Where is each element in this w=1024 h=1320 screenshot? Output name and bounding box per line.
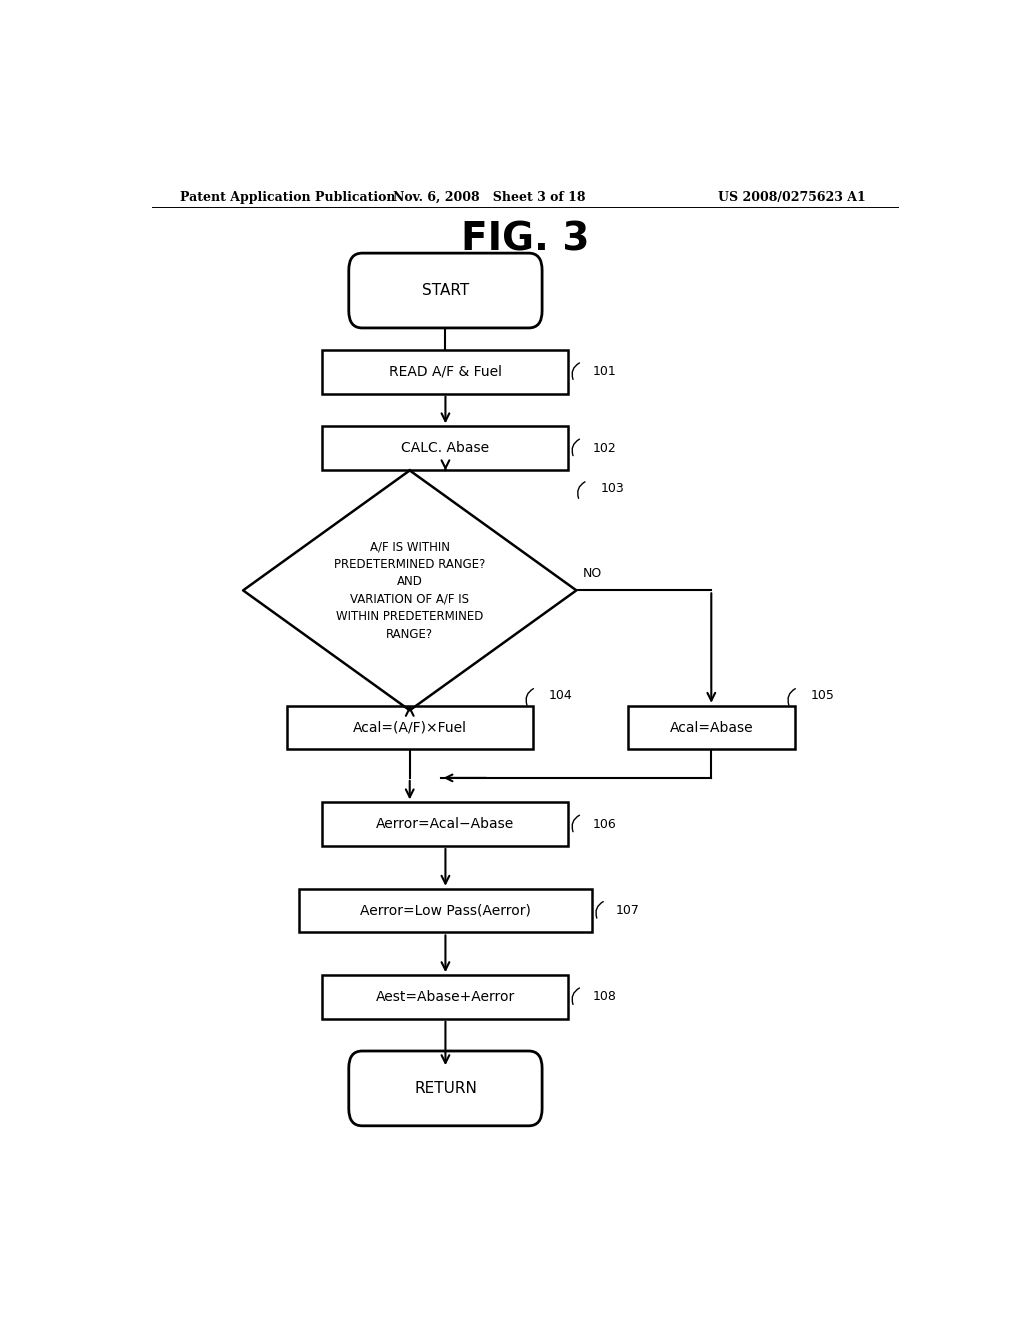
Text: 102: 102 bbox=[592, 442, 616, 454]
Bar bbox=[323, 975, 568, 1019]
FancyBboxPatch shape bbox=[349, 1051, 542, 1126]
Bar bbox=[299, 888, 592, 932]
Bar bbox=[628, 706, 795, 750]
Text: 107: 107 bbox=[616, 904, 640, 917]
Text: START: START bbox=[422, 282, 469, 298]
Text: A/F IS WITHIN
PREDETERMINED RANGE?
AND
VARIATION OF A/F IS
WITHIN PREDETERMINED
: A/F IS WITHIN PREDETERMINED RANGE? AND V… bbox=[334, 540, 485, 640]
Text: 105: 105 bbox=[811, 689, 835, 702]
Bar bbox=[287, 706, 532, 750]
Text: Patent Application Publication: Patent Application Publication bbox=[179, 190, 395, 203]
Text: 103: 103 bbox=[600, 482, 624, 495]
Bar bbox=[323, 803, 568, 846]
Text: Nov. 6, 2008   Sheet 3 of 18: Nov. 6, 2008 Sheet 3 of 18 bbox=[393, 190, 586, 203]
Polygon shape bbox=[243, 470, 577, 710]
Text: Acal=(A/F)×Fuel: Acal=(A/F)×Fuel bbox=[352, 721, 467, 735]
Text: US 2008/0275623 A1: US 2008/0275623 A1 bbox=[718, 190, 866, 203]
Text: CALC. Abase: CALC. Abase bbox=[401, 441, 489, 455]
Text: 104: 104 bbox=[549, 689, 572, 702]
Text: 106: 106 bbox=[592, 817, 616, 830]
Text: Aest=Abase+Aerror: Aest=Abase+Aerror bbox=[376, 990, 515, 1005]
Text: 108: 108 bbox=[592, 990, 616, 1003]
FancyBboxPatch shape bbox=[349, 253, 542, 327]
Text: 101: 101 bbox=[592, 366, 616, 379]
Text: FIG. 3: FIG. 3 bbox=[461, 220, 589, 259]
Text: READ A/F & Fuel: READ A/F & Fuel bbox=[389, 364, 502, 379]
Bar bbox=[323, 426, 568, 470]
Text: Aerror=Acal−Abase: Aerror=Acal−Abase bbox=[376, 817, 515, 832]
Text: RETURN: RETURN bbox=[414, 1081, 477, 1096]
Text: Aerror=Low Pass(Aerror): Aerror=Low Pass(Aerror) bbox=[360, 903, 530, 917]
Bar bbox=[323, 350, 568, 393]
Text: NO: NO bbox=[583, 568, 602, 581]
Text: Acal=Abase: Acal=Abase bbox=[670, 721, 753, 735]
Text: YES: YES bbox=[418, 718, 441, 731]
